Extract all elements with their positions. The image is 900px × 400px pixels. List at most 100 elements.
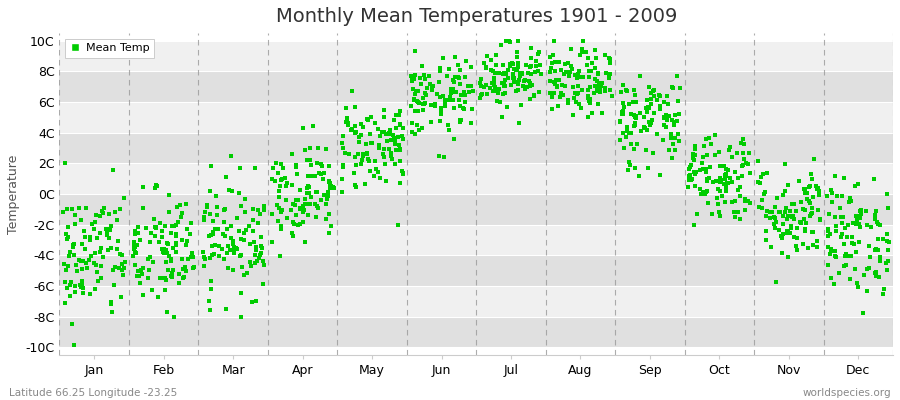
Point xyxy=(257,207,272,214)
Point xyxy=(581,114,596,120)
Point xyxy=(666,119,680,125)
Point xyxy=(143,254,157,260)
Point xyxy=(60,224,75,230)
Point xyxy=(754,196,769,203)
Point xyxy=(621,167,635,174)
Point xyxy=(139,225,153,231)
Point xyxy=(457,91,472,98)
Point xyxy=(852,239,867,246)
Point xyxy=(659,114,673,120)
Point xyxy=(796,216,811,222)
Point xyxy=(256,281,270,287)
Point xyxy=(821,228,835,235)
Point xyxy=(411,99,426,106)
Point xyxy=(107,282,122,288)
Point xyxy=(671,111,686,117)
Point xyxy=(364,114,378,120)
Point xyxy=(102,211,116,218)
Point xyxy=(789,247,804,254)
Point xyxy=(76,285,90,291)
Point xyxy=(688,182,702,189)
Point xyxy=(301,185,315,191)
Point xyxy=(627,146,642,152)
Point xyxy=(417,72,431,78)
Point xyxy=(570,91,584,97)
Point xyxy=(76,258,91,264)
Point xyxy=(106,266,121,273)
Point xyxy=(78,205,93,211)
Point xyxy=(68,240,82,247)
Point xyxy=(759,228,773,234)
Point xyxy=(785,214,799,220)
Point xyxy=(354,120,368,127)
Bar xyxy=(59,225,893,255)
Text: worldspecies.org: worldspecies.org xyxy=(803,388,891,398)
Point xyxy=(640,127,654,134)
Point xyxy=(303,201,318,208)
Point xyxy=(571,71,585,77)
Point xyxy=(718,185,733,192)
Point xyxy=(313,197,328,203)
Point xyxy=(354,132,368,138)
Point xyxy=(572,101,586,108)
Point xyxy=(668,112,682,118)
Point xyxy=(447,54,462,60)
Point xyxy=(414,81,428,88)
Point xyxy=(338,118,353,125)
Point xyxy=(615,110,629,117)
Point xyxy=(544,94,559,100)
Point xyxy=(296,219,310,226)
Point xyxy=(509,66,524,72)
Point xyxy=(314,162,328,169)
Point xyxy=(684,177,698,184)
Point xyxy=(348,104,363,110)
Point xyxy=(58,279,72,286)
Point xyxy=(602,74,616,80)
Point xyxy=(433,94,447,101)
Point xyxy=(393,158,408,164)
Point xyxy=(352,133,366,140)
Point xyxy=(547,79,562,85)
Point xyxy=(741,161,755,167)
Point xyxy=(566,112,580,118)
Point xyxy=(443,94,457,101)
Point xyxy=(488,84,502,90)
Point xyxy=(272,194,286,200)
Point xyxy=(377,114,392,120)
Point xyxy=(653,92,668,99)
Point xyxy=(156,248,170,255)
Point xyxy=(319,201,333,208)
Point xyxy=(289,197,303,203)
Point xyxy=(526,92,541,98)
Point xyxy=(588,76,602,82)
Point xyxy=(860,222,874,228)
Point xyxy=(552,77,566,83)
Point xyxy=(571,82,585,89)
Point xyxy=(457,89,472,95)
Point xyxy=(838,224,852,231)
Point xyxy=(546,51,561,58)
Point xyxy=(850,217,865,223)
Point xyxy=(162,192,176,198)
Point xyxy=(662,147,676,153)
Point xyxy=(418,92,433,98)
Point xyxy=(837,175,851,181)
Point xyxy=(158,277,173,283)
Point xyxy=(474,83,489,89)
Point xyxy=(850,181,865,188)
Point xyxy=(115,266,130,273)
Point xyxy=(301,200,315,207)
Point xyxy=(354,161,368,167)
Point xyxy=(590,88,604,94)
Point xyxy=(130,242,145,248)
Point xyxy=(159,247,174,253)
Point xyxy=(62,252,77,259)
Point xyxy=(340,120,355,126)
Point xyxy=(776,192,790,198)
Point xyxy=(775,250,789,256)
Point xyxy=(217,256,231,262)
Point xyxy=(823,251,837,258)
Point xyxy=(430,90,445,97)
Point xyxy=(102,226,116,232)
Point xyxy=(805,210,819,216)
